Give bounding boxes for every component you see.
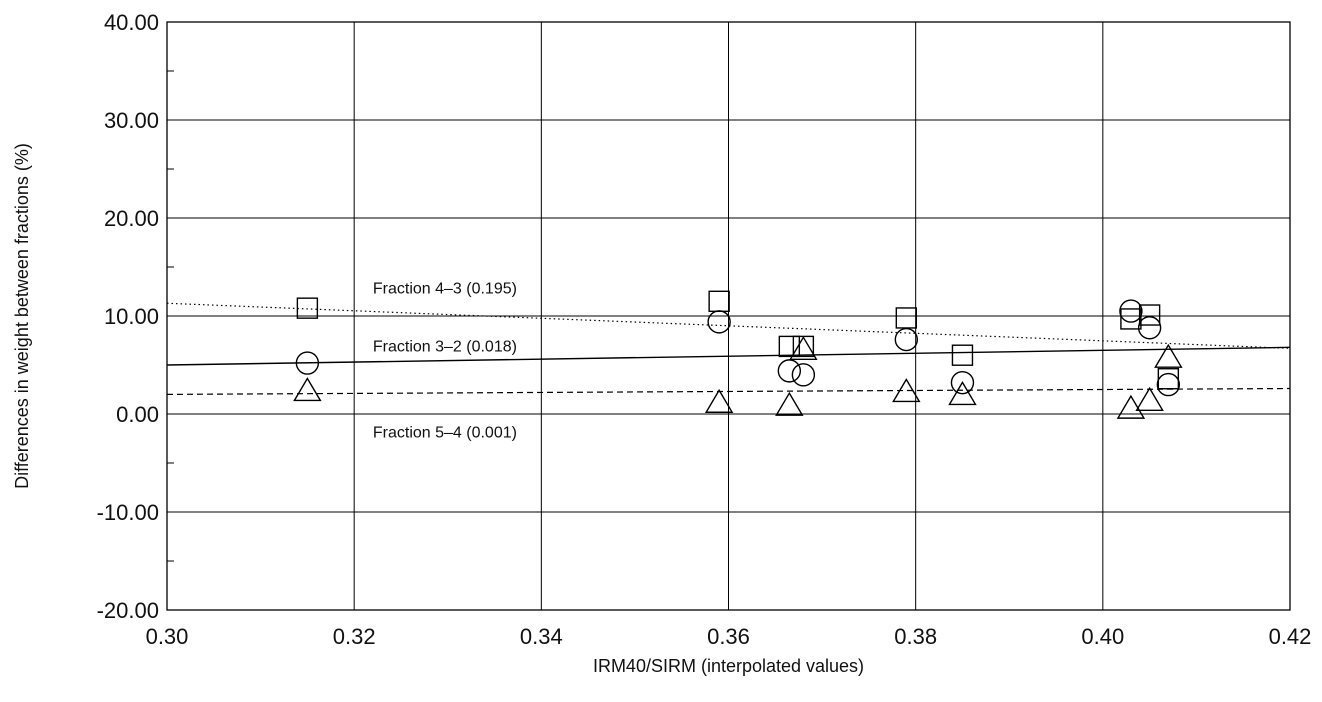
circle-marker: [777, 359, 802, 383]
circle-marker: [791, 363, 816, 387]
y-tick-label: 20.00: [104, 206, 159, 231]
x-axis-ticks: 0.30 0.32 0.34 0.36 0.38 0.40 0.42: [146, 624, 1312, 649]
triangle-marker: [1116, 394, 1146, 419]
fraction-label: Fraction 5–4 (0.001): [373, 425, 517, 442]
y-tick-label: 10.00: [104, 304, 159, 329]
y-axis-title: Differences in weight between fractions …: [12, 143, 32, 489]
circle-marker: [1137, 316, 1162, 340]
y-tick-label: 0.00: [116, 402, 159, 427]
x-tick-label: 0.34: [520, 624, 563, 649]
data-markers: [293, 290, 1183, 419]
y-tick-label: -20.00: [97, 598, 159, 623]
trend-line-solid: [166, 346, 1291, 366]
triangle-marker: [704, 388, 734, 413]
y-tick-label: 30.00: [104, 108, 159, 133]
circle-marker: [1119, 299, 1143, 323]
triangle-marker: [1154, 343, 1183, 368]
trend-line-dashed: [166, 387, 1291, 395]
square-marker: [1120, 308, 1142, 330]
square-marker: [951, 344, 974, 366]
fraction-label: Fraction 3–2 (0.018): [373, 338, 517, 355]
annotations: Fraction 4–3 (0.195) Fraction 3–2 (0.018)…: [373, 280, 517, 441]
square-marker: [1157, 368, 1180, 390]
trend-line-dotted: [166, 302, 1291, 349]
triangle-marker: [892, 378, 921, 403]
circle-marker: [894, 327, 919, 352]
circle-marker: [1156, 372, 1181, 397]
square-marker: [708, 290, 730, 312]
x-tick-label: 0.42: [1269, 624, 1312, 649]
triangle-marker: [293, 377, 322, 402]
fraction-label: Fraction 4–3 (0.195): [373, 280, 517, 297]
square-marker: [778, 335, 801, 358]
triangle-marker: [789, 335, 818, 361]
x-axis-title: IRM40/SIRM (interpolated values): [593, 656, 864, 676]
circle-marker: [707, 310, 731, 334]
circle-marker: [950, 370, 975, 395]
triangle-marker: [775, 391, 804, 416]
square-marker: [895, 307, 918, 329]
trend-lines: [166, 302, 1291, 395]
square-marker: [792, 335, 815, 358]
triangle-marker: [1135, 386, 1164, 411]
circle-marker: [295, 351, 320, 375]
plot-area-frame: [166, 21, 1291, 611]
square-marker: [1138, 304, 1161, 326]
x-tick-label: 0.36: [707, 624, 750, 649]
triangle-marker: [948, 381, 977, 406]
x-tick-label: 0.40: [1081, 624, 1124, 649]
x-tick-label: 0.32: [333, 624, 376, 649]
y-tick-label: -10.00: [97, 500, 159, 525]
y-tick-label: 40.00: [104, 10, 159, 35]
x-tick-label: 0.30: [146, 624, 189, 649]
x-tick-label: 0.38: [894, 624, 937, 649]
square-marker: [296, 297, 319, 319]
y-axis-ticks: -20.00 -10.00 0.00 10.00 20.00 30.00 40.00: [97, 10, 159, 623]
